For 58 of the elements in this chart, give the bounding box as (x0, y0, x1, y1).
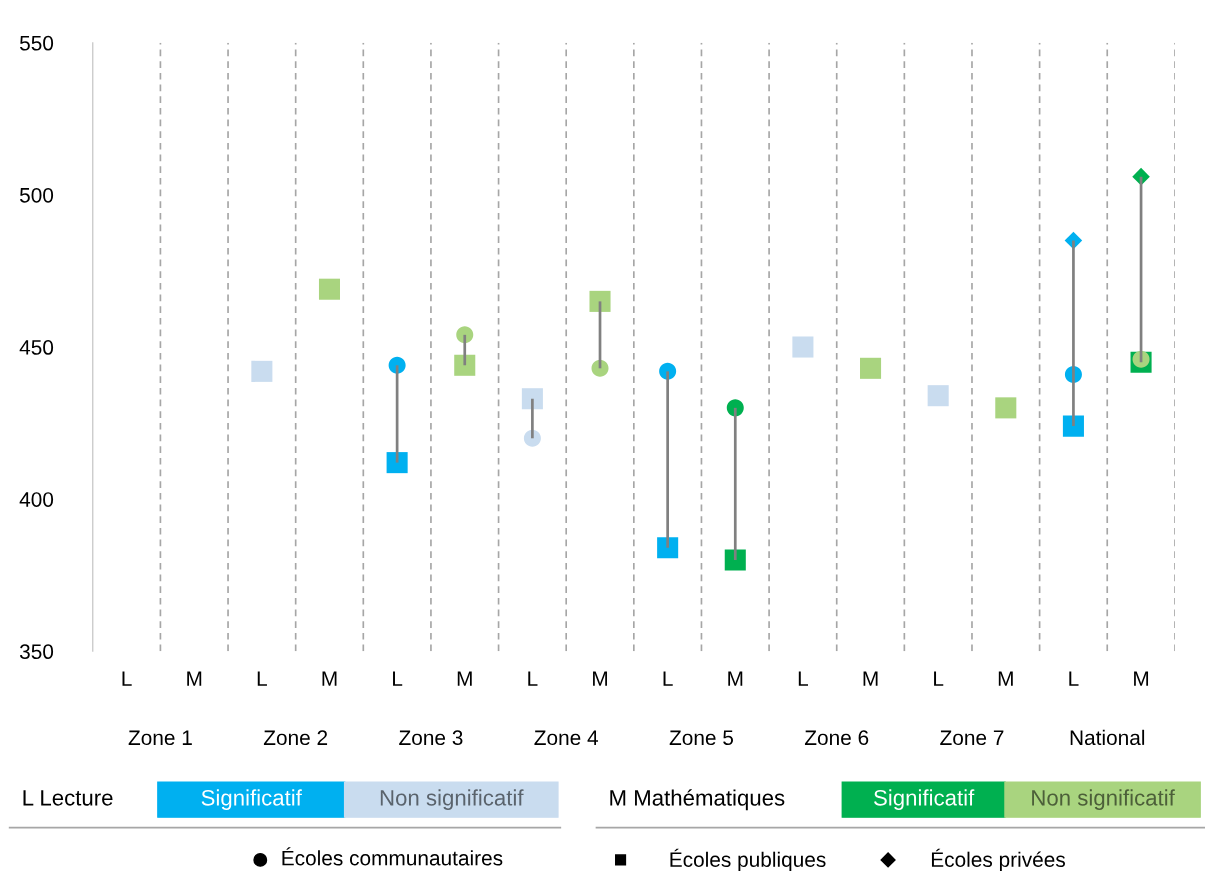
text: Non significatif (380, 789, 524, 811)
x-tick-label: L (1069, 671, 1079, 686)
point (724, 549, 746, 571)
x-tick-label: M (322, 671, 337, 686)
x-tick-label: L (257, 671, 267, 686)
x-tick-label: M (187, 671, 202, 686)
y-tick-label: 450 (19, 340, 54, 355)
text: Non significatif (1032, 789, 1175, 811)
x-tick-label: M (998, 671, 1013, 686)
text: Zone 2 (263, 730, 328, 746)
text: Significatif (874, 789, 975, 811)
point (995, 397, 1017, 419)
x-tick-label: L (798, 671, 809, 686)
point (318, 278, 341, 300)
text: Zone 4 (534, 730, 599, 746)
text: National (1070, 729, 1145, 746)
x-tick-label: M (728, 671, 743, 686)
x-tick-label: M (593, 671, 607, 686)
x-tick-label: M (457, 671, 472, 686)
x-tick-label: M (1134, 671, 1149, 686)
point (386, 452, 408, 474)
point (927, 385, 949, 407)
text: M Mathématiques (610, 789, 785, 811)
x-tick-label: M (863, 671, 878, 686)
text: Écoles publiques (670, 848, 826, 872)
point (251, 360, 273, 382)
y-tick-label: 350 (19, 644, 54, 660)
bar (733, 407, 737, 560)
y-tick-label: 550 (19, 35, 54, 51)
text: Zone 5 (669, 730, 734, 746)
point (521, 388, 543, 410)
text: Écoles communautaires (282, 847, 503, 866)
text: Écoles privées (931, 848, 1065, 872)
text: L Lecture (23, 790, 113, 806)
y-tick-label: 500 (19, 187, 54, 203)
bar (463, 334, 467, 366)
point (1132, 167, 1150, 186)
text: Zone 3 (399, 730, 463, 746)
point (792, 336, 814, 358)
point (657, 537, 679, 559)
bar (666, 371, 669, 548)
point (860, 357, 882, 379)
point (589, 290, 611, 312)
text: Significatif (201, 789, 302, 811)
x-tick-label: L (122, 671, 132, 686)
bar (1072, 240, 1075, 427)
point (454, 354, 476, 376)
x-tick-label: L (393, 671, 403, 686)
x-tick-label: L (663, 671, 673, 686)
point (1062, 415, 1084, 437)
x-tick-label: L (528, 671, 538, 686)
text: Zone 1 (128, 730, 192, 746)
y-tick-label: 400 (19, 492, 54, 507)
x-tick-label: L (934, 671, 944, 686)
text: Zone 7 (940, 730, 1004, 746)
point (591, 359, 609, 377)
text: Zone 6 (804, 730, 869, 746)
bar (531, 398, 534, 439)
